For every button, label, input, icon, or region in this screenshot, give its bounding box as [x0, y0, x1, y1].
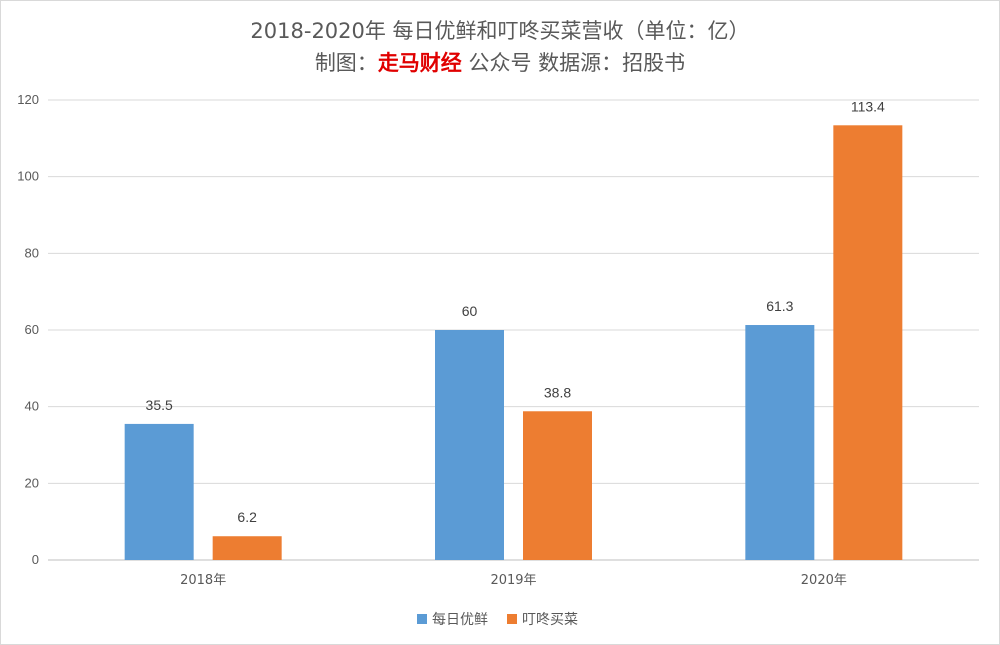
bar	[745, 325, 815, 560]
legend-swatch	[507, 614, 517, 624]
subtitle-prefix: 制图：	[314, 51, 378, 75]
brand-name: 走马财经	[377, 51, 462, 75]
data-label: 61.3	[766, 298, 793, 314]
y-tick-label: 120	[17, 92, 39, 107]
bar	[212, 536, 282, 560]
data-label: 113.4	[851, 98, 885, 114]
x-tick-label: 2020年	[801, 573, 847, 588]
bar	[523, 411, 592, 560]
y-tick-label: 60	[25, 322, 39, 337]
bar	[833, 125, 903, 561]
data-label: 38.8	[544, 384, 571, 400]
bar	[124, 423, 194, 560]
y-tick-label: 40	[25, 399, 39, 414]
chart-title: 2018-2020年 每日优鲜和叮咚买菜营收（单位：亿）	[250, 19, 750, 43]
y-tick-label: 0	[32, 552, 39, 567]
x-tick-label: 2019年	[490, 573, 536, 588]
legend-swatch	[417, 614, 427, 624]
x-tick-label: 2018年	[180, 573, 226, 588]
bar	[435, 330, 504, 560]
y-tick-label: 100	[17, 169, 39, 184]
y-tick-label: 80	[25, 245, 39, 260]
legend-label: 叮咚买菜	[522, 612, 578, 628]
data-label: 6.2	[237, 509, 257, 525]
data-label: 60	[462, 303, 478, 319]
y-tick-label: 20	[25, 475, 39, 490]
legend-label: 每日优鲜	[432, 612, 488, 628]
subtitle-suffix: 公众号 数据源：招股书	[461, 51, 686, 75]
data-label: 35.5	[146, 397, 173, 413]
chart-subtitle: 制图：走马财经 公众号 数据源：招股书	[1, 47, 999, 77]
